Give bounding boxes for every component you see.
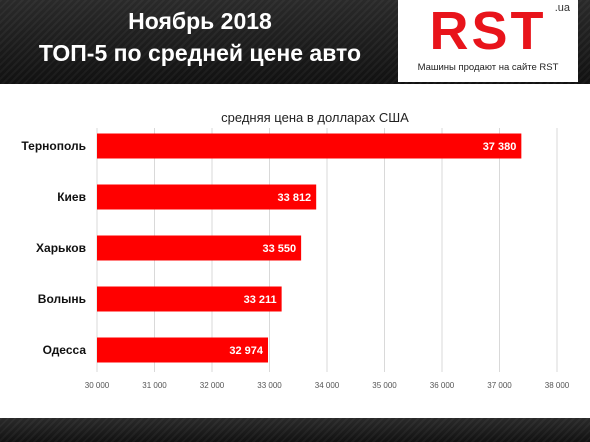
chart-title: средняя цена в долларах США bbox=[221, 110, 409, 125]
rst-logo[interactable]: RST .ua Машины продают на сайте RST bbox=[398, 0, 578, 82]
x-tick-label: 30 000 bbox=[85, 381, 110, 390]
x-tick-label: 36 000 bbox=[430, 381, 455, 390]
x-tick-labels: 30 000 31 000 32 000 33 000 34 000 35 000 36 0… bbox=[85, 381, 570, 390]
bar bbox=[97, 133, 522, 159]
x-tick-label: 37 000 bbox=[487, 381, 512, 390]
data-label: 37 380 bbox=[483, 141, 517, 153]
category-label: Одесса bbox=[43, 343, 87, 357]
bar bbox=[97, 235, 302, 261]
header-banner: Ноябрь 2018 ТОП-5 по средней цене авто R… bbox=[0, 0, 590, 84]
x-tick-label: 32 000 bbox=[200, 381, 225, 390]
title-block: Ноябрь 2018 ТОП-5 по средней цене авто bbox=[0, 6, 400, 70]
logo-domain: .ua bbox=[554, 2, 570, 14]
logo-text: RST bbox=[429, 1, 547, 61]
category-label: Тернополь bbox=[21, 139, 86, 153]
page-subtitle: ТОП-5 по средней цене авто bbox=[38, 40, 362, 66]
bar bbox=[97, 184, 317, 210]
category-label: Волынь bbox=[38, 292, 86, 306]
data-label: 32 974 bbox=[229, 345, 264, 357]
value-labels: 37 380 33 812 33 550 33 211 32 974 bbox=[229, 141, 516, 357]
logo-tagline: Машины продают на сайте RST bbox=[417, 62, 559, 73]
bar bbox=[97, 286, 282, 312]
category-labels: Тернополь Киев Харьков Волынь Одесса bbox=[21, 139, 86, 357]
data-label: 33 812 bbox=[278, 192, 312, 204]
category-label: Харьков bbox=[36, 241, 86, 255]
x-tick-label: 38 000 bbox=[545, 381, 570, 390]
data-label: 33 211 bbox=[244, 294, 277, 306]
page-title: Ноябрь 2018 bbox=[128, 8, 272, 34]
bar bbox=[97, 337, 269, 363]
category-label: Киев bbox=[57, 190, 86, 204]
bars bbox=[97, 133, 522, 363]
x-tick-label: 34 000 bbox=[315, 381, 340, 390]
footer-band bbox=[0, 418, 590, 442]
data-label: 33 550 bbox=[262, 243, 296, 255]
x-tick-label: 31 000 bbox=[142, 381, 167, 390]
x-tick-label: 35 000 bbox=[372, 381, 397, 390]
x-tick-label: 33 000 bbox=[257, 381, 282, 390]
